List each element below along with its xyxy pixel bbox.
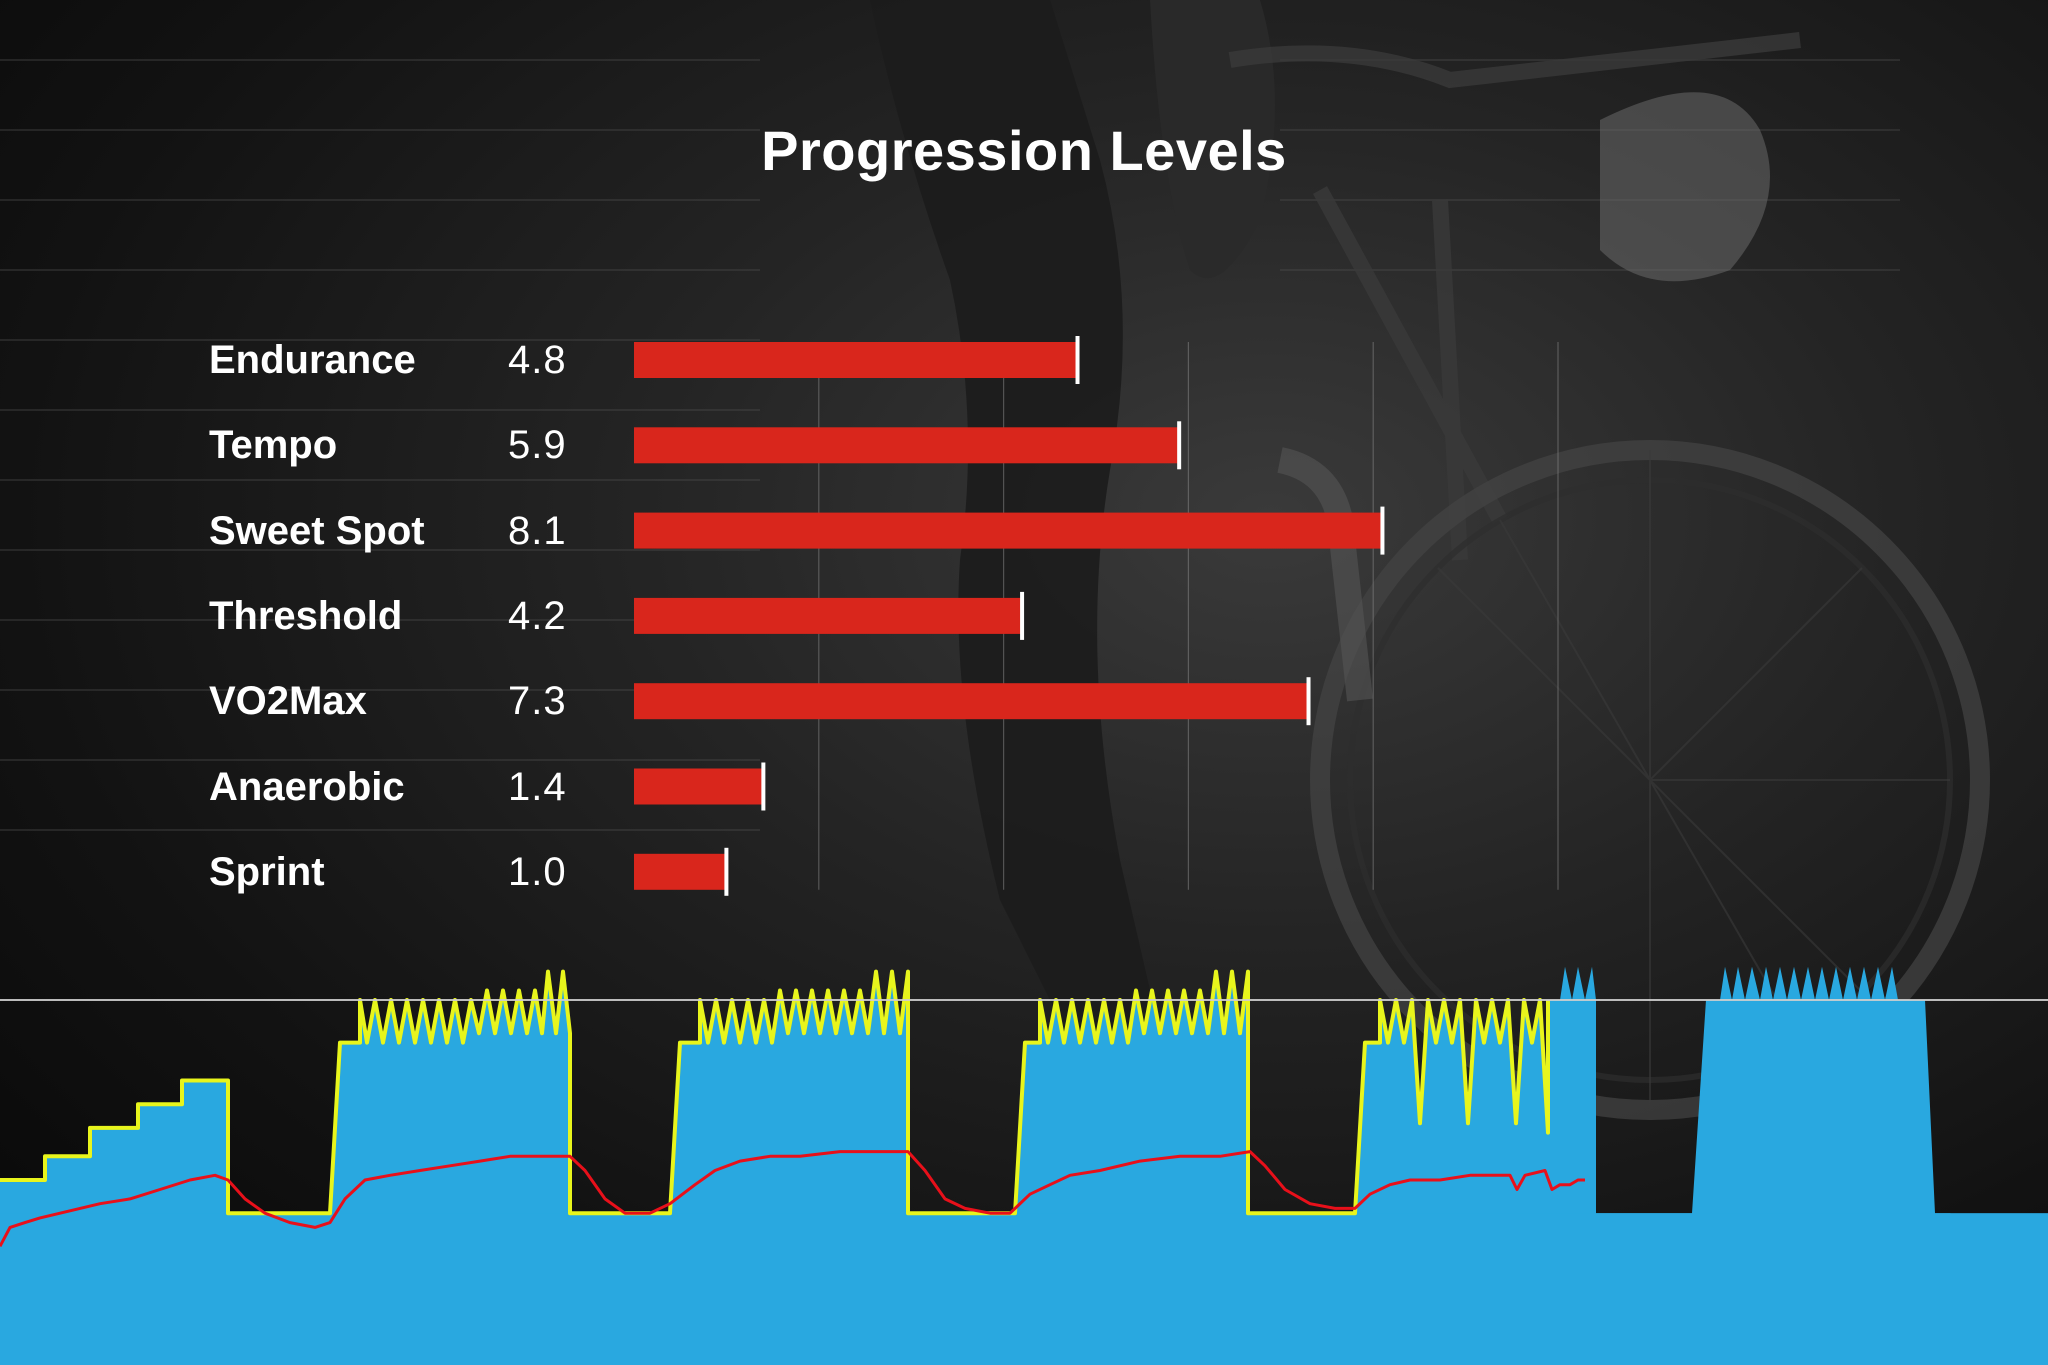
- category-label: Sweet Spot: [209, 508, 425, 553]
- bar-end-marker: [1177, 421, 1182, 470]
- value-label: 5.9: [508, 423, 567, 468]
- category-label: VO2Max: [209, 679, 367, 724]
- power-area-base: [0, 1213, 2048, 1365]
- bar-end-marker: [1020, 591, 1025, 640]
- value-label: 1.4: [508, 764, 567, 809]
- value-label: 7.3: [508, 679, 567, 724]
- value-label: 1.0: [508, 849, 567, 894]
- category-label: Tempo: [209, 423, 338, 468]
- chart-title: Progression Levels: [761, 119, 1287, 182]
- category-label: Sprint: [209, 849, 325, 894]
- value-label: 4.8: [508, 338, 567, 382]
- category-label: Anaerobic: [209, 764, 405, 809]
- bar-end-marker: [1075, 336, 1080, 384]
- value-label: 4.2: [508, 593, 567, 638]
- bar-end-marker: [724, 847, 729, 896]
- bar-anaerobic: [634, 768, 764, 805]
- bar-end-marker: [1306, 677, 1311, 726]
- bar-end-marker: [761, 762, 766, 811]
- bar-sprint: [634, 853, 727, 890]
- category-label: Threshold: [209, 593, 403, 638]
- bar-sweet-spot: [634, 512, 1383, 549]
- bar-threshold: [634, 597, 1023, 634]
- bar-endurance: [634, 342, 1078, 378]
- power-edge-line: [0, 969, 1550, 1216]
- bar-tempo: [634, 427, 1180, 464]
- bar-end-marker: [1380, 506, 1385, 555]
- bar-vo2max: [634, 683, 1309, 720]
- heart-rate-line: [0, 1150, 1585, 1248]
- value-label: 8.1: [508, 508, 567, 553]
- category-label: Endurance: [209, 338, 416, 382]
